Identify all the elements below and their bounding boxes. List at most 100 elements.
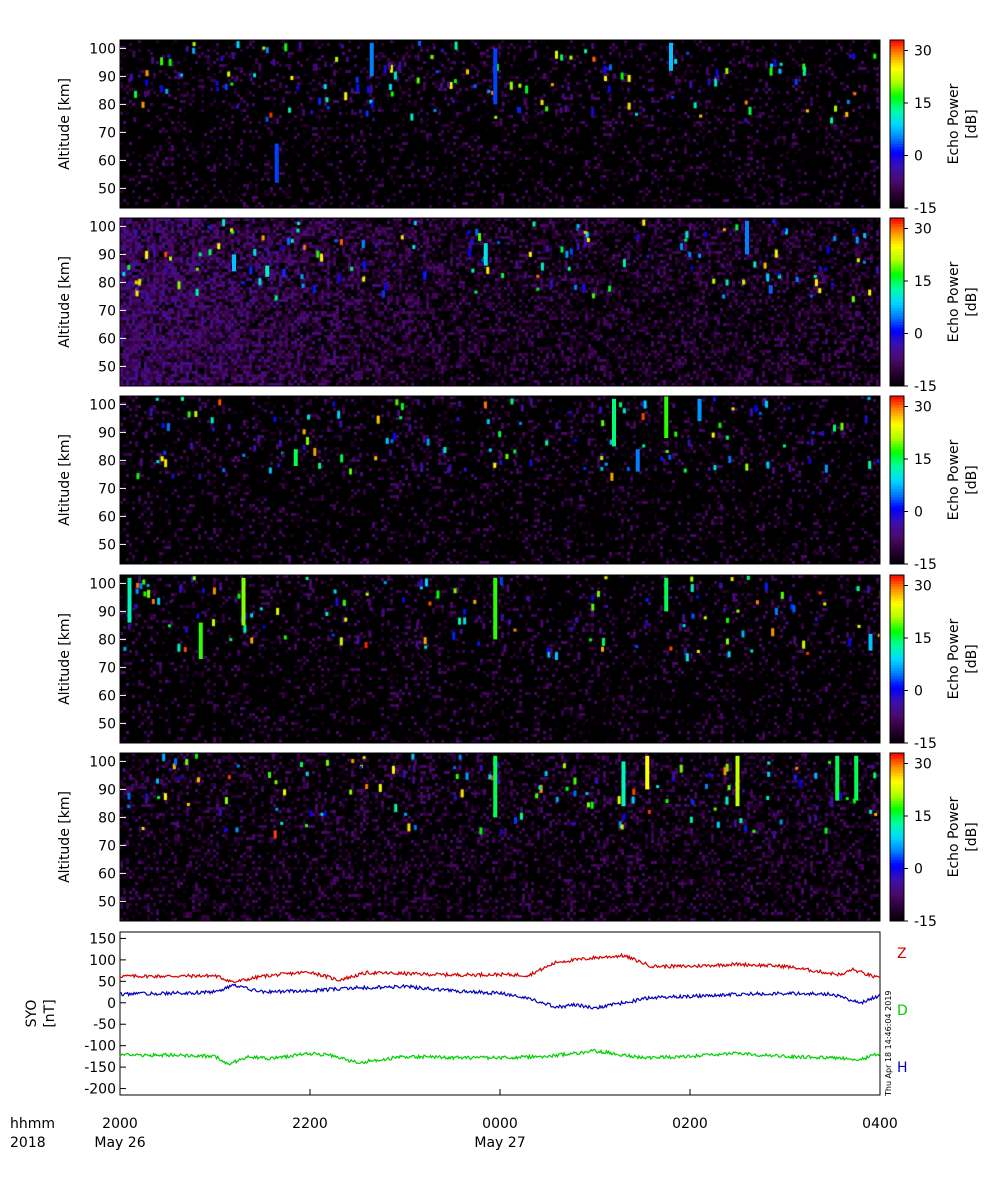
panel-frame xyxy=(119,574,881,744)
colorbar-segment xyxy=(890,881,904,886)
colorbar-segment xyxy=(890,205,904,209)
colorbar-segment xyxy=(890,296,904,300)
colorbar-segment xyxy=(890,530,904,534)
colorbar-segment xyxy=(890,772,904,776)
colorbar-segment xyxy=(890,695,904,699)
colorbar-segment xyxy=(890,45,904,49)
colorbar-segment xyxy=(890,675,904,680)
colorbar-segment xyxy=(890,112,904,117)
colorbar-segment xyxy=(890,664,904,668)
colorbar-label: Echo Power xyxy=(946,618,962,699)
colorbar-segment xyxy=(890,279,904,283)
series-label-H: H xyxy=(897,1060,908,1076)
colorbar-segment xyxy=(890,909,904,914)
colorbar-segment xyxy=(890,452,904,456)
colorbar-segment xyxy=(890,639,904,643)
colorbar-label: Echo Power xyxy=(946,83,962,164)
colorbar-segment xyxy=(890,555,904,559)
magnetometer-frame xyxy=(119,931,881,1096)
series-label-D: D xyxy=(897,1003,908,1019)
colorbar-segment xyxy=(890,152,904,156)
colorbar-tick-label: 30 xyxy=(914,222,932,238)
colorbar-segment xyxy=(890,383,904,387)
colorbar-segment xyxy=(890,429,904,433)
y-tick-label: 100 xyxy=(89,41,116,57)
colorbar-segment xyxy=(890,761,904,765)
colorbar-segment xyxy=(890,48,904,52)
colorbar-segment xyxy=(890,848,904,852)
colorbar-segment xyxy=(890,220,904,225)
colorbar-segment xyxy=(890,912,904,916)
colorbar-segment xyxy=(890,547,904,551)
colorbar-segment xyxy=(890,645,904,649)
colorbar-segment xyxy=(890,426,904,431)
colorbar-segment xyxy=(890,729,904,733)
colorbar-segment xyxy=(890,290,904,295)
echo-feature xyxy=(612,398,616,447)
y-tick-label: 60 xyxy=(98,331,116,347)
colorbar-segment xyxy=(890,93,904,97)
colorbar-tick-label: -15 xyxy=(914,736,937,752)
colorbar-tick-label: 0 xyxy=(914,505,923,521)
colorbar-segment xyxy=(890,396,904,400)
colorbar-segment xyxy=(890,603,904,607)
colorbar-segment xyxy=(890,591,904,596)
colorbar-segment xyxy=(890,701,904,705)
colorbar-segment xyxy=(890,783,904,788)
colorbar-segment xyxy=(890,268,904,272)
colorbar-segment xyxy=(890,653,904,657)
colorbar-segment xyxy=(890,667,904,671)
colorbar-segment xyxy=(890,499,904,503)
colorbar-segment xyxy=(890,124,904,128)
echo-feature xyxy=(493,48,498,105)
colorbar-segment xyxy=(890,307,904,311)
colorbar-segment xyxy=(890,611,904,615)
colorbar-unit: [dB] xyxy=(964,644,980,673)
colorbar-segment xyxy=(890,243,904,247)
colorbar-segment xyxy=(890,706,904,710)
colorbar-segment xyxy=(890,842,904,846)
colorbar-segment xyxy=(890,659,904,663)
colorbar-segment xyxy=(890,177,904,181)
y-tick-label: 80 xyxy=(98,97,116,113)
colorbar-segment xyxy=(890,79,904,83)
y-tick-label: 60 xyxy=(98,688,116,704)
colorbar-segment xyxy=(890,544,904,548)
colorbar-segment xyxy=(890,132,904,136)
colorbar-segment xyxy=(890,839,904,844)
heatmap-texture xyxy=(120,575,880,743)
y-tick-label: 100 xyxy=(89,576,116,592)
colorbar-segment xyxy=(890,867,904,872)
colorbar-segment xyxy=(890,346,904,351)
y-tick-label: 100 xyxy=(89,397,116,413)
echo-feature xyxy=(835,755,840,801)
colorbar-segment xyxy=(890,140,904,145)
colorbar-frame xyxy=(889,39,905,209)
colorbar-segment xyxy=(890,369,904,373)
colorbar-segment xyxy=(890,631,904,635)
colorbar-segment xyxy=(890,407,904,411)
echo-feature xyxy=(369,42,374,77)
colorbar-segment xyxy=(890,104,904,108)
colorbar-segment xyxy=(890,831,904,835)
colorbar-tick-label: 15 xyxy=(914,631,932,647)
colorbar-segment xyxy=(890,474,904,478)
colorbar-segment xyxy=(890,717,904,722)
colorbar-tick-label: -15 xyxy=(914,201,937,217)
colorbar-segment xyxy=(890,480,904,484)
echo-feature xyxy=(127,577,132,623)
colorbar-segment xyxy=(890,879,904,883)
echo-feature xyxy=(768,285,773,294)
x-tick-label: 2000 xyxy=(102,1116,138,1132)
colorbar-label: Echo Power xyxy=(946,796,962,877)
colorbar-segment xyxy=(890,352,904,356)
colorbar-segment xyxy=(890,898,904,902)
colorbar-segment xyxy=(890,689,904,694)
mag-y-tick-label: -150 xyxy=(84,1060,116,1076)
colorbar-segment xyxy=(890,522,904,526)
echo-feature xyxy=(274,143,279,183)
colorbar-segment xyxy=(890,594,904,598)
colorbar-segment xyxy=(890,856,904,860)
colorbar-segment xyxy=(890,440,904,445)
